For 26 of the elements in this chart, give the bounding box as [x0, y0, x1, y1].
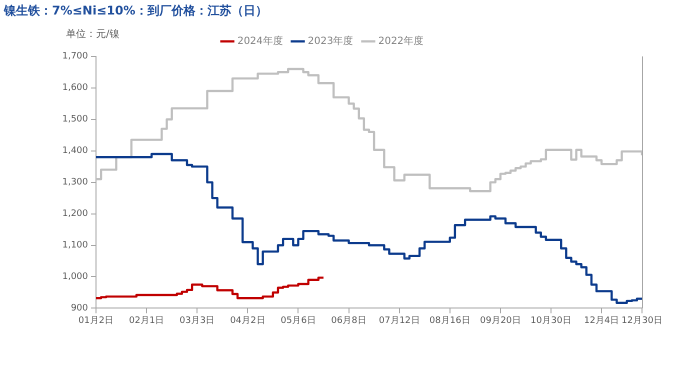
x-tick-label: 03月3日 [180, 316, 215, 326]
y-tick-label: 900 [70, 304, 88, 314]
legend-label: 2022年度 [378, 34, 424, 47]
x-tick-label: 09月20日 [480, 316, 521, 326]
x-tick-label: 06月8日 [331, 316, 366, 326]
y-tick-label: 1,200 [62, 209, 88, 220]
legend-label: 2023年度 [308, 34, 354, 47]
y-axis-title: 单位：元/镍 [66, 28, 120, 40]
x-tick-label: 08月16日 [429, 316, 470, 326]
x-tick-label: 12月30日 [622, 316, 662, 326]
y-tick-label: 1,700 [62, 52, 88, 62]
y-tick-label: 1,300 [62, 178, 88, 188]
chart-title: 镍生铁：7%≤Ni≤10%：到厂价格：江苏（日） [3, 3, 268, 18]
x-tick-label: 07月12日 [378, 316, 420, 326]
legend-label: 2024年度 [237, 34, 283, 47]
y-tick-label: 1,000 [62, 272, 88, 282]
x-tick-label: 04月2日 [230, 316, 266, 326]
y-tick-label: 1,600 [62, 83, 88, 94]
x-tick-label: 12月4日 [584, 316, 620, 326]
x-tick-label: 10月30日 [530, 316, 572, 326]
x-tick-label: 05月6日 [280, 316, 316, 326]
y-tick-label: 1,500 [62, 114, 88, 125]
y-tick-label: 1,100 [62, 240, 88, 251]
x-tick-label: 01月2日 [78, 316, 114, 326]
x-tick-label: 02月1日 [128, 316, 164, 326]
y-tick-label: 1,400 [62, 146, 88, 156]
